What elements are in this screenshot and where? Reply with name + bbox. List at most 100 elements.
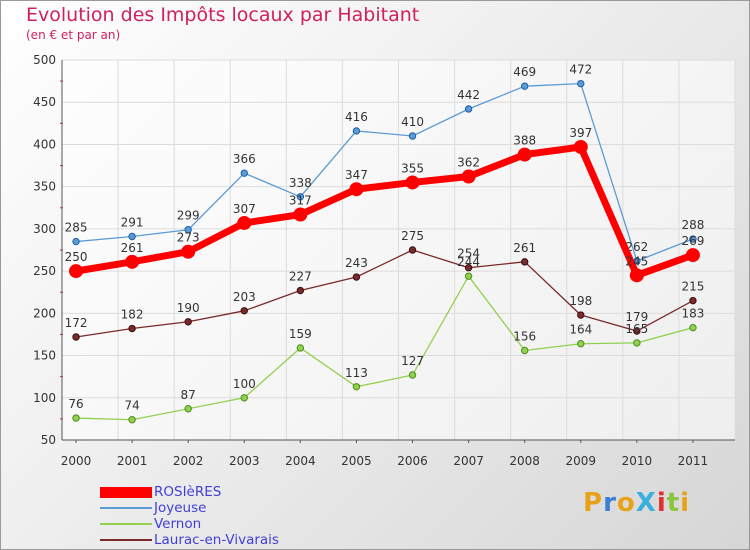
legend-swatch bbox=[100, 507, 152, 509]
x-tick-label: 2006 bbox=[397, 454, 428, 468]
data-point bbox=[689, 235, 697, 243]
data-label: 416 bbox=[345, 110, 368, 124]
data-label: 410 bbox=[401, 115, 424, 129]
logo-letter: i bbox=[680, 488, 691, 518]
data-label: 469 bbox=[513, 65, 536, 79]
data-label: 164 bbox=[569, 323, 592, 337]
data-point bbox=[517, 147, 532, 162]
series-laurac-en-vivarais: 172 182 190 203 227 243 275 254 261 198 179 215 bbox=[65, 229, 704, 341]
data-point bbox=[184, 318, 192, 326]
legend-label: ROSIèRES bbox=[154, 484, 222, 500]
data-point bbox=[72, 237, 80, 246]
data-label: 74 bbox=[124, 399, 139, 413]
y-tick-label: 500 bbox=[33, 53, 56, 67]
data-label: 285 bbox=[65, 221, 88, 235]
data-label: 113 bbox=[345, 366, 368, 380]
data-point bbox=[633, 339, 641, 347]
data-point bbox=[184, 226, 192, 234]
legend-label: Vernon bbox=[154, 516, 202, 532]
data-label: 291 bbox=[121, 215, 144, 229]
logo-letter: o bbox=[616, 488, 636, 518]
data-label: 250 bbox=[65, 250, 88, 264]
data-point bbox=[72, 333, 80, 341]
data-label: 190 bbox=[177, 301, 200, 315]
data-point bbox=[520, 82, 529, 90]
x-tick-label: 2007 bbox=[453, 454, 484, 468]
data-point bbox=[296, 286, 305, 295]
data-label: 244 bbox=[457, 255, 480, 269]
data-point bbox=[633, 327, 641, 335]
x-tick-label: 2009 bbox=[565, 454, 596, 468]
data-label: 245 bbox=[625, 254, 648, 268]
data-label: 127 bbox=[401, 354, 424, 368]
data-point bbox=[405, 175, 420, 190]
data-point bbox=[520, 346, 529, 355]
x-tick-label: 2008 bbox=[509, 454, 540, 468]
data-point bbox=[128, 232, 136, 241]
data-point bbox=[577, 79, 585, 88]
data-label: 288 bbox=[681, 218, 704, 232]
x-tick-label: 2001 bbox=[117, 454, 148, 468]
data-label: 203 bbox=[233, 290, 256, 304]
data-point bbox=[408, 371, 417, 379]
data-label: 442 bbox=[457, 88, 480, 102]
chart-subtitle: (en € et par an) bbox=[26, 28, 121, 42]
data-label: 243 bbox=[345, 256, 368, 270]
legend-swatch bbox=[100, 523, 152, 525]
data-point bbox=[408, 132, 417, 140]
series-vernon: 76 74 87 100 159 113 127 244 156 164 165 183 bbox=[68, 255, 704, 424]
data-point bbox=[128, 324, 136, 333]
data-point bbox=[72, 414, 80, 422]
chart-title: Evolution des Impôts locaux par Habitant bbox=[26, 4, 420, 26]
data-label: 397 bbox=[569, 126, 592, 140]
data-point bbox=[464, 264, 473, 272]
data-label: 262 bbox=[625, 240, 648, 254]
y-tick-label: 400 bbox=[33, 137, 56, 151]
x-tick-label: 2003 bbox=[229, 454, 260, 468]
data-point bbox=[296, 344, 305, 352]
data-point bbox=[349, 182, 364, 197]
data-point bbox=[352, 127, 361, 135]
y-tick-label: 450 bbox=[33, 95, 56, 109]
logo-letter: P bbox=[583, 488, 604, 518]
data-point bbox=[577, 311, 585, 319]
data-point bbox=[464, 272, 473, 280]
data-point bbox=[464, 105, 473, 113]
logo-letter: t bbox=[666, 488, 681, 518]
data-point bbox=[240, 169, 248, 177]
data-point bbox=[629, 268, 644, 283]
logo-letter: r bbox=[603, 488, 617, 518]
y-tick-label: 50 bbox=[41, 433, 56, 447]
x-tick-label: 2010 bbox=[622, 454, 653, 468]
data-label: 179 bbox=[625, 310, 648, 324]
y-tick-label: 350 bbox=[33, 180, 56, 194]
data-label: 156 bbox=[513, 329, 536, 343]
data-point bbox=[352, 273, 361, 281]
series-rosi-res: 250 261 273 307 317 347 355 362 388 397 245 269 bbox=[65, 126, 704, 283]
data-label: 366 bbox=[233, 152, 256, 166]
series-joyeuse: 285 291 299 366 338 416 410 442 469 472 262 288 bbox=[65, 63, 704, 265]
data-point bbox=[520, 258, 529, 266]
data-label: 275 bbox=[401, 229, 424, 243]
data-label: 317 bbox=[289, 194, 312, 208]
logo-letter: X bbox=[635, 488, 657, 518]
x-tick-label: 2005 bbox=[341, 454, 372, 468]
data-point bbox=[293, 207, 308, 222]
data-label: 159 bbox=[289, 327, 312, 341]
series-line bbox=[75, 143, 695, 279]
legend-label: Joyeuse bbox=[154, 500, 207, 516]
data-point bbox=[689, 296, 697, 305]
data-point bbox=[577, 340, 585, 348]
x-tick-label: 2002 bbox=[173, 454, 204, 468]
y-tick-label: 100 bbox=[33, 391, 56, 405]
data-label: 261 bbox=[121, 241, 144, 255]
data-point bbox=[181, 244, 196, 259]
data-point bbox=[240, 394, 248, 402]
data-label: 87 bbox=[181, 388, 196, 402]
y-tick-label: 150 bbox=[33, 349, 56, 363]
data-point bbox=[296, 193, 305, 201]
data-label: 76 bbox=[68, 397, 83, 411]
data-label: 299 bbox=[177, 209, 200, 223]
data-label: 355 bbox=[401, 161, 424, 175]
